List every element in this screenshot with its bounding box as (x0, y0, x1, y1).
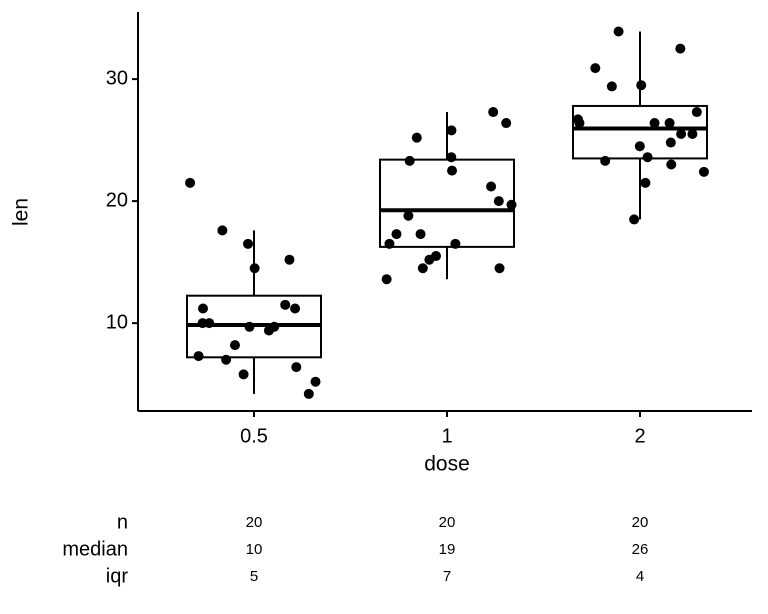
table-cell: 7 (443, 568, 451, 585)
point (411, 132, 422, 143)
point (606, 81, 617, 92)
point (447, 165, 458, 176)
point (494, 263, 505, 274)
x-axis-title: dose (424, 453, 470, 476)
point (590, 63, 601, 74)
point (665, 137, 676, 148)
table-cell: 26 (632, 541, 649, 558)
x-tick-label: 2 (634, 425, 645, 447)
point (493, 196, 504, 207)
point (634, 141, 645, 152)
point (391, 229, 402, 240)
point (506, 199, 517, 210)
point (629, 214, 640, 225)
point (185, 177, 196, 188)
point (636, 80, 647, 91)
point (291, 362, 302, 373)
point (675, 43, 686, 54)
table-row-label: median (62, 538, 128, 560)
point (649, 118, 660, 129)
point (217, 225, 228, 236)
point (488, 107, 499, 118)
point (238, 369, 249, 380)
table-cell: 5 (250, 568, 258, 585)
point (430, 251, 441, 262)
point (450, 238, 461, 249)
point (310, 376, 321, 387)
point (229, 340, 240, 351)
point (666, 159, 677, 170)
table-cell: 19 (439, 541, 456, 558)
y-tick-label: 20 (106, 189, 128, 211)
point (687, 129, 698, 140)
point (403, 210, 414, 221)
point (193, 351, 204, 362)
box (572, 104, 708, 160)
point (197, 318, 208, 329)
y-tick-label: 30 (106, 67, 128, 89)
point (676, 129, 687, 140)
point (197, 303, 208, 314)
point (600, 155, 611, 166)
table-cell: 20 (246, 514, 263, 531)
y-axis-title: len (10, 198, 33, 226)
point (415, 229, 426, 240)
x-tick-label: 0.5 (240, 425, 268, 447)
point (404, 155, 415, 166)
point (572, 114, 583, 125)
point (446, 152, 457, 163)
point (691, 107, 702, 118)
point (446, 125, 457, 136)
point (284, 254, 295, 265)
table-cell: 20 (439, 514, 456, 531)
point (664, 118, 675, 129)
point (613, 26, 624, 37)
point (486, 181, 497, 192)
y-tick-label: 10 (106, 311, 128, 333)
point (698, 166, 709, 177)
point (384, 238, 395, 249)
table-cell: 20 (632, 514, 649, 531)
point (417, 263, 428, 274)
point (640, 177, 651, 188)
point (303, 388, 314, 399)
x-tick-label: 1 (441, 425, 452, 447)
table-row-label: iqr (106, 565, 129, 587)
point (381, 274, 392, 285)
point (243, 238, 254, 249)
point (642, 152, 653, 163)
table-cell: 4 (636, 568, 644, 585)
point (280, 299, 291, 310)
point (249, 263, 260, 274)
point (290, 303, 301, 314)
table-cell: 10 (246, 541, 263, 558)
table-row-label: n (117, 511, 128, 533)
point (501, 118, 512, 129)
point (263, 325, 274, 336)
point (244, 321, 255, 332)
point (221, 354, 232, 365)
